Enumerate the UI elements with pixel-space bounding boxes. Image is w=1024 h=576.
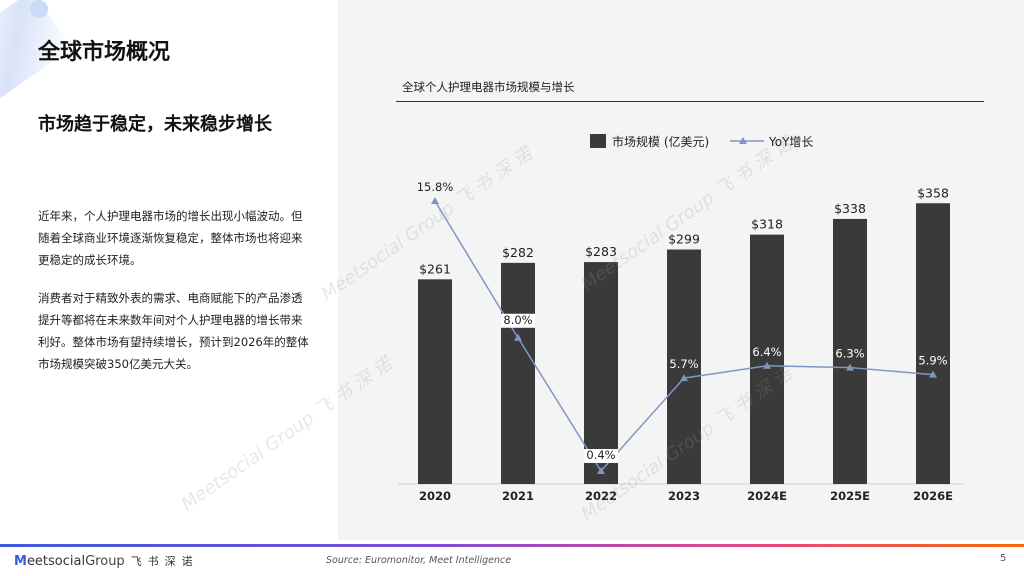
footer-gradient-bar: [0, 544, 1024, 547]
bar-value-label: $283: [585, 244, 617, 259]
bar: [418, 279, 452, 484]
x-tick-label: 2023: [668, 489, 700, 503]
bar-value-label: $282: [502, 245, 534, 260]
bar-value-label: $261: [419, 261, 451, 276]
bar: [667, 249, 701, 484]
bar-value-label: $338: [834, 201, 866, 216]
yoy-marker: [514, 333, 522, 341]
yoy-value-label: 15.8%: [417, 180, 454, 194]
yoy-value-label: 5.9%: [918, 354, 947, 368]
yoy-value-label: 5.7%: [669, 357, 698, 371]
yoy-value-label: 6.4%: [752, 345, 781, 359]
paragraph-1: 近年来，个人护理电器市场的增长出现小幅波动。但随着全球商业环境逐渐恢复稳定，整体…: [38, 209, 303, 267]
bar-value-label: $318: [751, 217, 783, 232]
x-tick-label: 2025E: [830, 489, 870, 503]
decorative-circle: [30, 0, 48, 18]
bar: [916, 203, 950, 484]
yoy-marker: [597, 466, 605, 474]
legend-swatch-bar: [590, 134, 606, 148]
yoy-value-label: 8.0%: [503, 313, 532, 327]
chart-title: 全球个人护理电器市场规模与增长: [402, 80, 575, 94]
yoy-marker: [680, 374, 688, 382]
chart-title-divider: [396, 101, 984, 102]
yoy-value-label: 0.4%: [586, 448, 615, 462]
yoy-marker: [929, 370, 937, 378]
paragraph-2: 消费者对于精致外表的需求、电商赋能下的产品渗透提升等都将在未来数年间对个人护理电…: [38, 291, 309, 371]
x-tick-label: 2024E: [747, 489, 787, 503]
bar: [584, 262, 618, 484]
yoy-marker: [763, 361, 771, 369]
page-subtitle: 市场趋于稳定，未来稳步增长: [38, 114, 272, 135]
market-chart: 市场规模 (亿美元) YoY增长 $261 2020 $282 2021 $283 2022 $…: [398, 134, 964, 503]
x-tick-label: 2026E: [913, 489, 953, 503]
legend-marker-line: [739, 137, 747, 144]
logo-chinese: 飞书深诺: [130, 555, 199, 568]
legend-label-line: YoY增长: [768, 135, 813, 149]
yoy-marker: [431, 197, 439, 205]
bar: [750, 234, 784, 484]
legend-label-bar: 市场规模 (亿美元): [612, 134, 709, 149]
logo-text: eetsocial: [26, 554, 86, 569]
yoy-marker: [846, 363, 854, 371]
bar: [833, 218, 867, 485]
x-tick-label: 2022: [585, 489, 617, 503]
bar-value-label: $299: [668, 232, 700, 247]
yoy-label-bg: [584, 448, 618, 463]
yoy-label-bg: [501, 313, 535, 328]
logo-group: Group: [85, 554, 125, 569]
logo-letter-m: M: [14, 554, 27, 569]
bar-value-label: $358: [917, 185, 949, 200]
x-tick-label: 2020: [419, 489, 451, 503]
page-title: 全球市场概况: [38, 40, 171, 65]
bar: [501, 262, 535, 484]
yoy-value-label: 6.3%: [835, 347, 864, 361]
page-number: 5: [1000, 553, 1007, 564]
x-tick-label: 2021: [502, 489, 534, 503]
company-logo: MeetsocialGroup 飞书深诺: [14, 553, 199, 569]
source-note: Source: Euromonitor, Meet Intelligence: [326, 555, 512, 566]
